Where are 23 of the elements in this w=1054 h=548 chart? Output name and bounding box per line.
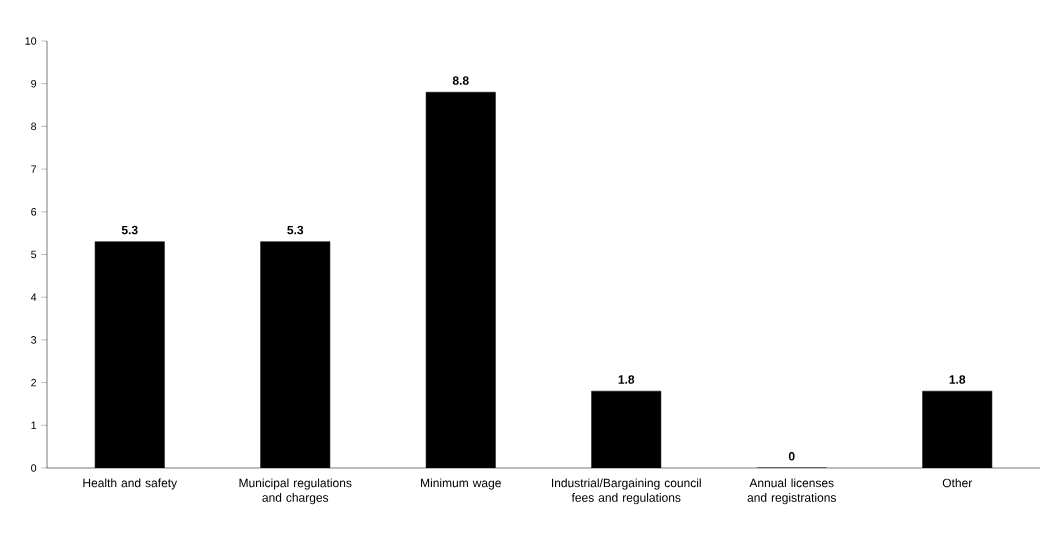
x-tick-label: Municipal regulations and charges [239, 478, 352, 505]
y-tick-label: 8 [31, 122, 37, 131]
y-tick-label: 3 [31, 336, 37, 344]
y-tick-label: 7 [31, 165, 37, 173]
data-label: 5.3 [287, 225, 304, 235]
y-tick-label: 4 [30, 293, 37, 301]
data-label: 8.8 [452, 76, 469, 85]
y-tick-label: 2 [31, 378, 37, 387]
data-label: 1.8 [949, 375, 966, 384]
data-label: 0 [788, 452, 795, 461]
x-tick-label: Minimum wage [421, 478, 501, 490]
y-tick-label: 9 [31, 79, 37, 88]
y-tick-label: 6 [31, 208, 37, 216]
y-tick-label: 5 [31, 250, 37, 259]
y-tick-label: 1 [31, 421, 37, 429]
y-tick-label: 10 [25, 37, 37, 45]
x-tick-label: Health and safety [83, 478, 178, 490]
data-label: 1.8 [618, 375, 635, 384]
x-tick-label: Industrial/Bargaining council fees and regulations [551, 478, 701, 505]
x-tick-label: Annual licenses and registrations [747, 478, 836, 505]
x-tick-label: Other [942, 478, 973, 488]
y-tick-label: 0 [31, 464, 37, 472]
data-label: 5.3 [121, 225, 138, 235]
